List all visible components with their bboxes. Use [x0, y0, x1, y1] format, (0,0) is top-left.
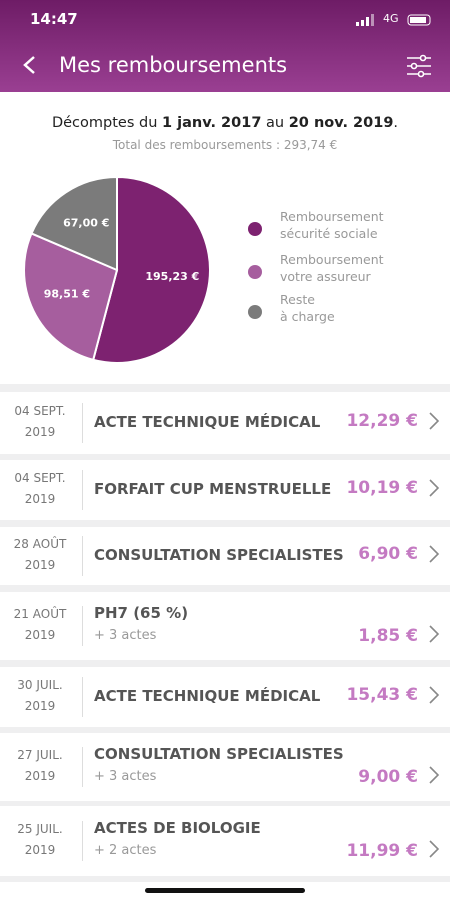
period: Décomptes du 1 janv. 2017 au 20 nov. 201…: [0, 115, 450, 131]
row-title: ACTES DE BIOLOGIE: [94, 819, 261, 837]
list-row[interactable]: 25 JUIL. 2019 ACTES DE BIOLOGIE + 2 actes 11…: [0, 806, 450, 876]
row-day: 04 SEPT.: [14, 404, 66, 418]
row-separator: [82, 536, 83, 576]
slice-label: 195,23 €: [145, 270, 199, 283]
pie-slice: [23, 232, 119, 362]
row-day: 25 JUIL.: [17, 822, 63, 836]
pie-slice: [91, 175, 211, 364]
row-year: 2019: [24, 769, 56, 783]
slice-label: 98,51 €: [44, 287, 90, 300]
row-title: ACTE TECHNIQUE MÉDICAL: [94, 413, 321, 431]
header: 14:47 4G Mes remboursements: [0, 0, 450, 92]
list-row[interactable]: 30 JUIL. 2019 ACTE TECHNIQUE MÉDICAL 15,43 …: [0, 667, 450, 727]
list-row[interactable]: 27 JUIL. 2019 CONSULTATION SPECIALISTES + 3…: [0, 733, 450, 801]
legend-label: Remboursement votre assureur: [280, 252, 384, 284]
row-amount: 11,99 €: [346, 841, 418, 861]
row-year: 2019: [24, 425, 56, 439]
text: .: [393, 115, 399, 131]
page-title: Mes remboursements: [59, 53, 288, 77]
legend-marker: [248, 305, 262, 319]
row-year: 2019: [24, 699, 56, 713]
filter-button[interactable]: [406, 54, 432, 78]
legend-label: Remboursement sécurité sociale: [280, 209, 384, 241]
chevron: [429, 412, 440, 430]
back-button[interactable]: [20, 54, 40, 76]
row-amount: 6,90 €: [358, 544, 418, 564]
row-subtitle: + 3 actes: [94, 769, 157, 784]
row-separator: [82, 821, 83, 861]
row-amount: 9,00 €: [358, 767, 418, 787]
row-separator: [82, 470, 83, 510]
slice-label: 67,00 €: [63, 216, 109, 229]
row-title: FORFAIT CUP MENSTRUELLE: [94, 480, 332, 498]
row-title: PH7 (65 %): [94, 604, 189, 622]
chevron: [429, 625, 440, 643]
row-year: 2019: [24, 558, 56, 572]
legend-marker: [248, 265, 262, 279]
row-title: CONSULTATION SPECIALISTES: [94, 546, 344, 564]
list-row[interactable]: 04 SEPT. 2019 ACTE TECHNIQUE MÉDICAL 12,29 …: [0, 392, 450, 454]
row-year: 2019: [24, 843, 56, 857]
row-day: 30 JUIL.: [17, 678, 63, 692]
row-amount: 12,29 €: [346, 411, 418, 431]
chevron: [429, 840, 440, 858]
legend-label: Reste à charge: [280, 292, 335, 324]
row-separator: [82, 677, 83, 717]
total: Total des remboursements : 293,74 €: [112, 138, 338, 152]
list-row[interactable]: 04 SEPT. 2019 FORFAIT CUP MENSTRUELLE 10,19…: [0, 460, 450, 520]
home-indicator: [145, 888, 305, 893]
row-year: 2019: [24, 492, 56, 506]
row-amount: 15,43 €: [346, 685, 418, 705]
start-date: 1 janv. 2017: [162, 115, 262, 131]
row-subtitle: + 2 actes: [94, 843, 157, 858]
chevron: [429, 545, 440, 563]
chevron: [429, 686, 440, 704]
status-time: 14:47: [30, 10, 78, 28]
row-separator: [82, 403, 83, 443]
text: Décomptes du: [51, 115, 158, 131]
status-icons: [356, 14, 431, 26]
row-title: ACTE TECHNIQUE MÉDICAL: [94, 687, 321, 705]
list-row[interactable]: 21 AOÛT 2019 PH7 (65 %) + 3 actes 1,85 €: [0, 592, 450, 660]
row-amount: 1,85 €: [358, 626, 418, 646]
pie-slice: [30, 175, 118, 272]
summary: Décomptes du 1 janv. 2017 au 20 nov. 201…: [0, 92, 450, 384]
row-day: 04 SEPT.: [14, 471, 66, 485]
status-network: 4G: [383, 12, 399, 25]
row-day: 27 JUIL.: [17, 748, 63, 762]
pie-chart: 195,23 € 98,51 € 67,00 € Remboursement sécur…: [23, 175, 384, 364]
list-row[interactable]: 28 AOÛT 2019 CONSULTATION SPECIALISTES 6,90…: [0, 527, 450, 585]
row-subtitle: + 3 actes: [94, 628, 157, 643]
row-year: 2019: [24, 628, 56, 642]
row-title: CONSULTATION SPECIALISTES: [94, 745, 344, 763]
legend-marker: [248, 222, 262, 236]
row-separator: [82, 747, 83, 787]
end-date: 20 nov. 2019: [288, 115, 394, 131]
row-day: 28 AOÛT: [13, 537, 67, 551]
chevron: [429, 479, 440, 497]
row-separator: [82, 606, 83, 646]
row-amount: 10,19 €: [346, 478, 418, 498]
text: au: [266, 115, 285, 131]
row-day: 21 AOÛT: [13, 607, 67, 621]
chevron: [429, 766, 440, 784]
